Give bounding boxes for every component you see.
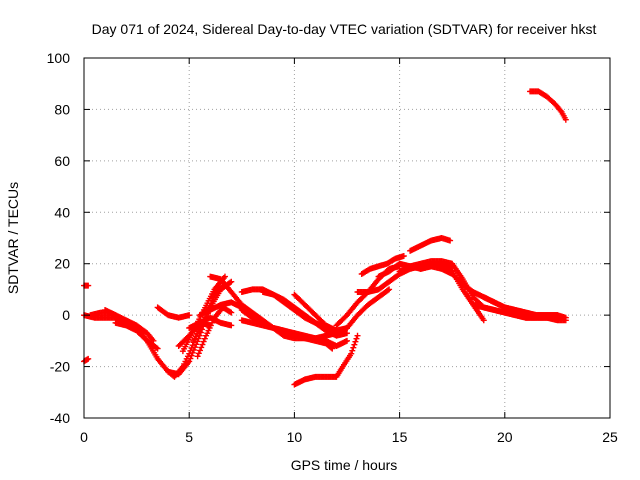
data-point xyxy=(386,286,393,293)
data-point xyxy=(354,332,361,339)
data-point xyxy=(350,344,357,351)
data-point xyxy=(153,344,160,351)
data-point xyxy=(186,312,193,319)
y-tick-label: -20 xyxy=(50,359,70,375)
data-point xyxy=(199,341,206,348)
data-point xyxy=(228,278,235,285)
y-tick-label: 60 xyxy=(54,153,70,169)
data-point xyxy=(195,350,202,357)
data-point xyxy=(207,300,214,307)
y-tick-label: -40 xyxy=(50,410,70,426)
data-point xyxy=(209,297,216,304)
data-point xyxy=(344,330,350,337)
data-point xyxy=(154,345,161,352)
x-tick-label: 20 xyxy=(497,429,513,445)
series-track-f xyxy=(112,319,161,352)
x-tick-label: 25 xyxy=(602,429,618,445)
series-track-q xyxy=(259,289,350,339)
data-point xyxy=(227,279,234,286)
data-point xyxy=(228,322,235,329)
data-point xyxy=(562,116,569,123)
data-point xyxy=(189,349,196,356)
data-point xyxy=(384,287,391,294)
series-track-g xyxy=(154,304,193,321)
data-point xyxy=(186,358,193,365)
y-tick-label: 40 xyxy=(54,204,70,220)
data-point xyxy=(190,347,197,353)
x-axis-label: GPS time / hours xyxy=(291,457,398,473)
series-track-e xyxy=(102,307,157,344)
x-tick-label: 10 xyxy=(287,429,303,445)
data-point xyxy=(193,341,200,348)
data-point xyxy=(348,350,355,357)
data-point xyxy=(480,317,487,324)
data-point xyxy=(400,253,407,259)
y-tick-label: 100 xyxy=(47,50,71,66)
data-point xyxy=(557,107,564,114)
data-point xyxy=(447,237,454,244)
series-track-s xyxy=(238,317,336,352)
y-tick-label: 80 xyxy=(54,101,70,117)
data-point xyxy=(194,353,201,360)
data-point xyxy=(562,314,569,321)
data-point xyxy=(351,341,358,348)
x-tick-label: 0 xyxy=(80,429,88,445)
series-track-w xyxy=(344,286,393,331)
plot-frame xyxy=(83,57,611,419)
data-point xyxy=(197,329,204,336)
series-track-ag xyxy=(527,88,569,123)
data-point xyxy=(329,345,336,352)
data-point xyxy=(200,338,207,345)
tick-layer: 0 5 10 15 20 25 -40 -20 0 20 40 60 80 100 xyxy=(47,50,618,445)
series-track-b xyxy=(81,355,92,365)
data-point xyxy=(201,335,208,342)
series-track-m xyxy=(186,314,235,331)
data-point xyxy=(210,294,217,301)
data-point xyxy=(349,347,356,354)
x-tick-label: 5 xyxy=(185,429,193,445)
data-point xyxy=(221,273,228,280)
data-point xyxy=(352,338,359,345)
data-point xyxy=(188,352,195,359)
y-tick-label: 20 xyxy=(54,256,70,272)
y-axis-label: SDTVAR / TECUs xyxy=(5,182,21,294)
data-point xyxy=(85,355,92,362)
series-track-af xyxy=(480,294,569,321)
series-track-aa xyxy=(407,235,454,254)
data-point xyxy=(344,337,350,344)
series-track-u xyxy=(291,332,361,388)
data-point xyxy=(85,282,92,289)
series-track-y xyxy=(358,253,407,277)
data-point xyxy=(207,322,214,329)
y-tick-label: 0 xyxy=(62,307,70,323)
x-tick-label: 15 xyxy=(392,429,408,445)
marks-layer xyxy=(81,88,569,388)
data-point xyxy=(353,335,360,342)
data-point xyxy=(187,355,194,362)
data-point xyxy=(192,344,199,351)
chart-title: Day 071 of 2024, Sidereal Day-to-day VTE… xyxy=(92,21,597,37)
data-point xyxy=(228,309,235,316)
data-point xyxy=(197,347,204,354)
data-point xyxy=(328,344,335,351)
data-point xyxy=(198,344,205,351)
series-track-a xyxy=(81,282,92,289)
data-point xyxy=(227,308,234,315)
